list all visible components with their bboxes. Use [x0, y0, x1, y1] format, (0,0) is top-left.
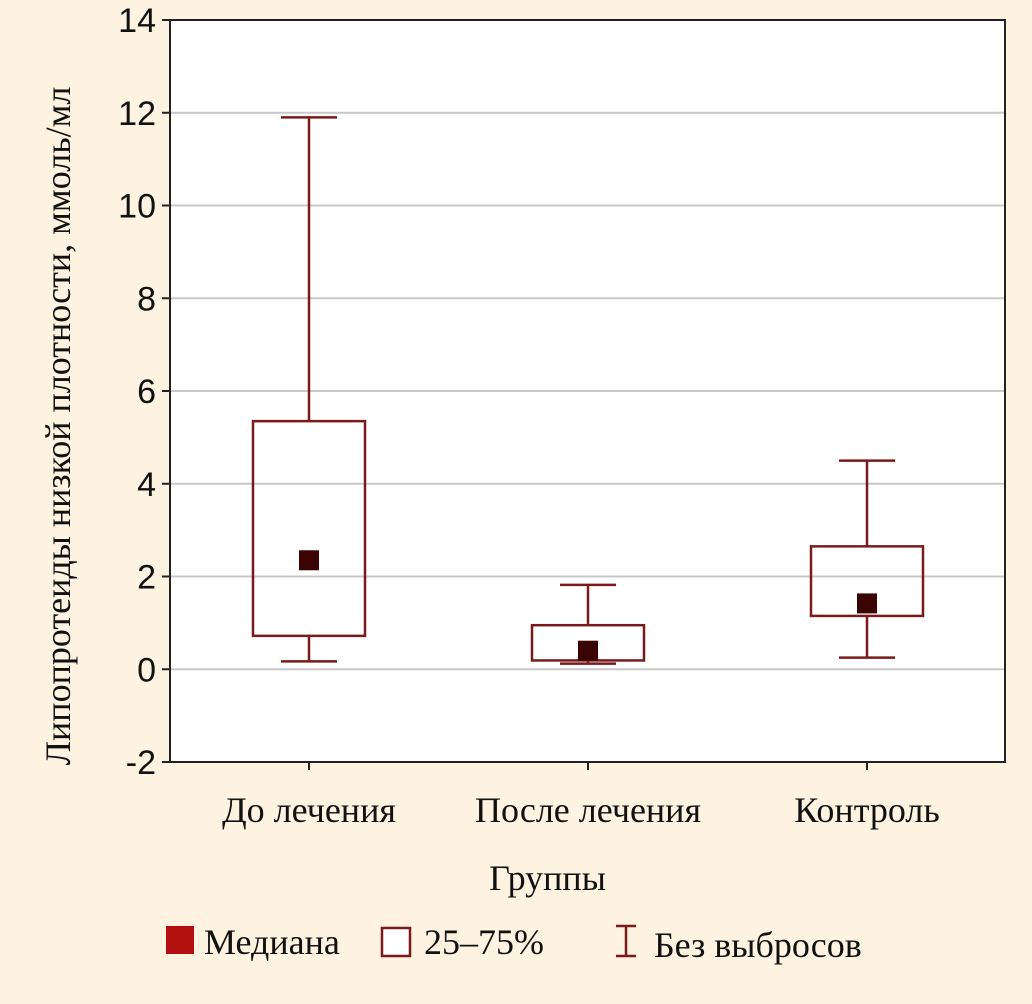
- x-tick-label: Контроль: [794, 790, 940, 830]
- y-axis-ticks: -2 0 2 4 6 8 10 12 14: [118, 2, 170, 782]
- median-marker: [857, 593, 877, 614]
- x-axis-ticks: До лечения После лечения Контроль: [222, 762, 940, 830]
- y-tick-label: 10: [118, 188, 156, 226]
- y-tick-label: -2: [126, 744, 156, 782]
- iqr-box: [251, 419, 367, 638]
- y-tick-label: 8: [137, 280, 156, 318]
- median-marker: [299, 550, 319, 571]
- box-group: [251, 116, 367, 663]
- x-tick-label: До лечения: [222, 790, 396, 830]
- x-axis-title: Группы: [489, 858, 606, 898]
- legend: Медиана 25–75% Без выбросов: [166, 922, 862, 965]
- x-tick-label: После лечения: [475, 790, 701, 830]
- legend-whisker-swatch: [616, 924, 636, 958]
- boxes: [251, 116, 925, 665]
- y-tick-label: 0: [137, 651, 156, 689]
- box-group: [530, 583, 646, 665]
- legend-box-swatch: [380, 926, 412, 958]
- legend-median-swatch: [166, 926, 194, 954]
- iqr-box: [809, 545, 925, 618]
- y-tick-label: 2: [137, 559, 156, 597]
- legend-box-label: 25–75%: [424, 922, 544, 962]
- y-tick-label: 4: [137, 466, 156, 504]
- legend-median-label: Медиана: [204, 922, 340, 962]
- legend-whisker-label: Без выбросов: [654, 925, 862, 965]
- box-group: [809, 459, 925, 659]
- y-tick-label: 14: [118, 2, 156, 40]
- median-marker: [578, 640, 598, 661]
- y-tick-label: 12: [118, 95, 156, 133]
- y-tick-label: 6: [137, 373, 156, 411]
- y-axis-title: Липопротеиды низкой плотности, ммоль/мл: [38, 87, 78, 766]
